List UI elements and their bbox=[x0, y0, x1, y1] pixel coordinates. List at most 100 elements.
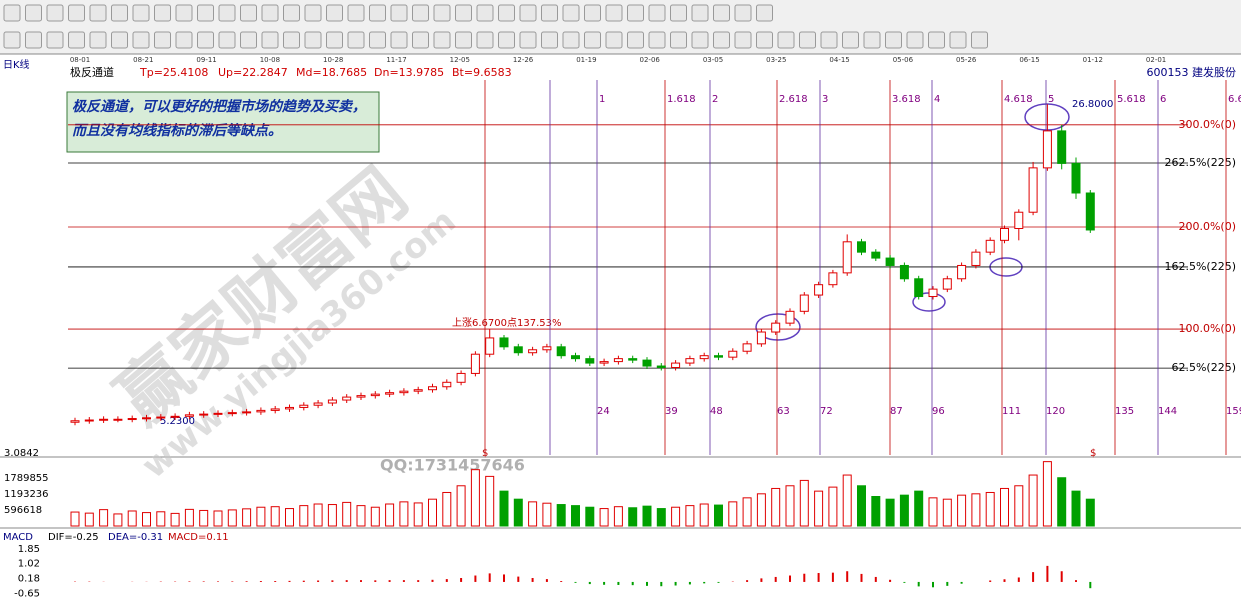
volume-bar bbox=[270, 506, 280, 527]
toolbar-button[interactable] bbox=[713, 4, 730, 22]
toolbar-button[interactable] bbox=[863, 31, 881, 49]
toolbar-button[interactable] bbox=[326, 31, 343, 49]
toolbar-button[interactable] bbox=[648, 4, 666, 22]
toolbar-button[interactable] bbox=[541, 31, 558, 49]
toolbar-button[interactable] bbox=[3, 31, 21, 49]
toolbar-button[interactable] bbox=[89, 31, 107, 49]
toolbar-button[interactable] bbox=[777, 31, 795, 49]
toolbar-button[interactable] bbox=[541, 4, 558, 22]
toolbar-button[interactable] bbox=[240, 31, 257, 49]
toolbar-button[interactable] bbox=[218, 4, 236, 22]
toolbar-button[interactable] bbox=[519, 4, 537, 22]
toolbar-button[interactable] bbox=[670, 4, 687, 22]
toolbar-button[interactable] bbox=[261, 4, 279, 22]
toolbar-button[interactable] bbox=[734, 31, 752, 49]
toolbar-button[interactable] bbox=[799, 31, 816, 49]
toolbar-button[interactable] bbox=[691, 4, 709, 22]
toolbar-button[interactable] bbox=[390, 31, 408, 49]
toolbar-button[interactable] bbox=[283, 31, 300, 49]
toolbar-button[interactable] bbox=[197, 31, 214, 49]
toolbar-button[interactable] bbox=[584, 4, 601, 22]
toolbar-button[interactable] bbox=[412, 31, 429, 49]
toolbar-button[interactable] bbox=[154, 4, 171, 22]
toolbar-button[interactable] bbox=[412, 4, 429, 22]
toolbar-button[interactable] bbox=[433, 4, 451, 22]
volume-bar bbox=[470, 469, 480, 527]
toolbar-button[interactable] bbox=[89, 4, 107, 22]
rise-label: 上涨6.6700点137.53% bbox=[452, 317, 561, 329]
candle-body bbox=[871, 251, 881, 259]
toolbar-button[interactable] bbox=[820, 31, 838, 49]
toolbar-button[interactable] bbox=[885, 31, 902, 49]
toolbar-button[interactable] bbox=[971, 31, 988, 49]
toolbar-button[interactable] bbox=[670, 31, 687, 49]
candle-body bbox=[528, 349, 538, 354]
volume-bar bbox=[227, 509, 237, 527]
toolbar-button[interactable] bbox=[928, 31, 945, 49]
candle-body bbox=[513, 346, 523, 354]
toolbar-button[interactable] bbox=[132, 4, 150, 22]
toolbar-button[interactable] bbox=[326, 4, 343, 22]
toolbar-button[interactable] bbox=[175, 31, 193, 49]
toolbar-button[interactable] bbox=[111, 4, 128, 22]
toolbar-button[interactable] bbox=[218, 31, 236, 49]
toolbar-button[interactable] bbox=[197, 4, 214, 22]
toolbar-button[interactable] bbox=[304, 31, 322, 49]
toolbar-button[interactable] bbox=[261, 31, 279, 49]
candle-body bbox=[699, 355, 709, 360]
toolbar[interactable] bbox=[3, 4, 988, 49]
candle-body bbox=[370, 393, 380, 397]
toolbar-button[interactable] bbox=[476, 4, 494, 22]
candle-body bbox=[242, 411, 252, 414]
toolbar-button[interactable] bbox=[46, 31, 64, 49]
toolbar-button[interactable] bbox=[111, 31, 128, 49]
toolbar-button[interactable] bbox=[605, 31, 623, 49]
toolbar-button[interactable] bbox=[627, 4, 644, 22]
note: 极反通道，可以更好的把握市场的趋势及买卖，而且没有均线指标的滞后等缺点。 bbox=[72, 99, 366, 139]
toolbar-button[interactable] bbox=[949, 31, 967, 49]
volume-bar bbox=[685, 505, 695, 527]
toolbar-button[interactable] bbox=[283, 4, 300, 22]
toolbar-button[interactable] bbox=[154, 31, 171, 49]
toolbar-button[interactable] bbox=[175, 4, 193, 22]
candle-body bbox=[756, 331, 766, 345]
toolbar-button[interactable] bbox=[605, 4, 623, 22]
toolbar-button[interactable] bbox=[498, 4, 515, 22]
toolbar-button[interactable] bbox=[562, 31, 580, 49]
toolbar-button[interactable] bbox=[347, 31, 365, 49]
toolbar-button[interactable] bbox=[455, 4, 472, 22]
toolbar-button[interactable] bbox=[691, 31, 709, 49]
toolbar-button[interactable] bbox=[713, 31, 730, 49]
toolbar-button[interactable] bbox=[25, 31, 42, 49]
toolbar-button[interactable] bbox=[433, 31, 451, 49]
toolbar-button[interactable] bbox=[347, 4, 365, 22]
indicator-value: Dn=13.9785 bbox=[374, 66, 444, 79]
toolbar-button[interactable] bbox=[3, 4, 21, 22]
toolbar-button[interactable] bbox=[68, 4, 85, 22]
toolbar-button[interactable] bbox=[842, 31, 859, 49]
toolbar-button[interactable] bbox=[756, 4, 773, 22]
toolbar-button[interactable] bbox=[498, 31, 515, 49]
toolbar-button[interactable] bbox=[756, 31, 773, 49]
toolbar-button[interactable] bbox=[455, 31, 472, 49]
toolbar-button[interactable] bbox=[648, 31, 666, 49]
toolbar-button[interactable] bbox=[369, 4, 386, 22]
toolbar-button[interactable] bbox=[906, 31, 924, 49]
toolbar-button[interactable] bbox=[390, 4, 408, 22]
toolbar-button[interactable] bbox=[25, 4, 42, 22]
toolbar-button[interactable] bbox=[734, 4, 752, 22]
toolbar-button[interactable] bbox=[519, 31, 537, 49]
toolbar-button[interactable] bbox=[46, 4, 64, 22]
toolbar-button[interactable] bbox=[627, 31, 644, 49]
toolbar-button[interactable] bbox=[369, 31, 386, 49]
count-label: 111 bbox=[1002, 406, 1021, 417]
toolbar-button[interactable] bbox=[132, 31, 150, 49]
toolbar-button[interactable] bbox=[304, 4, 322, 22]
volume-bar bbox=[785, 485, 795, 527]
toolbar-button[interactable] bbox=[240, 4, 257, 22]
toolbar-button[interactable] bbox=[68, 31, 85, 49]
toolbar-button[interactable] bbox=[476, 31, 494, 49]
date-label: 11-17 bbox=[386, 56, 406, 64]
toolbar-button[interactable] bbox=[584, 31, 601, 49]
toolbar-button[interactable] bbox=[562, 4, 580, 22]
